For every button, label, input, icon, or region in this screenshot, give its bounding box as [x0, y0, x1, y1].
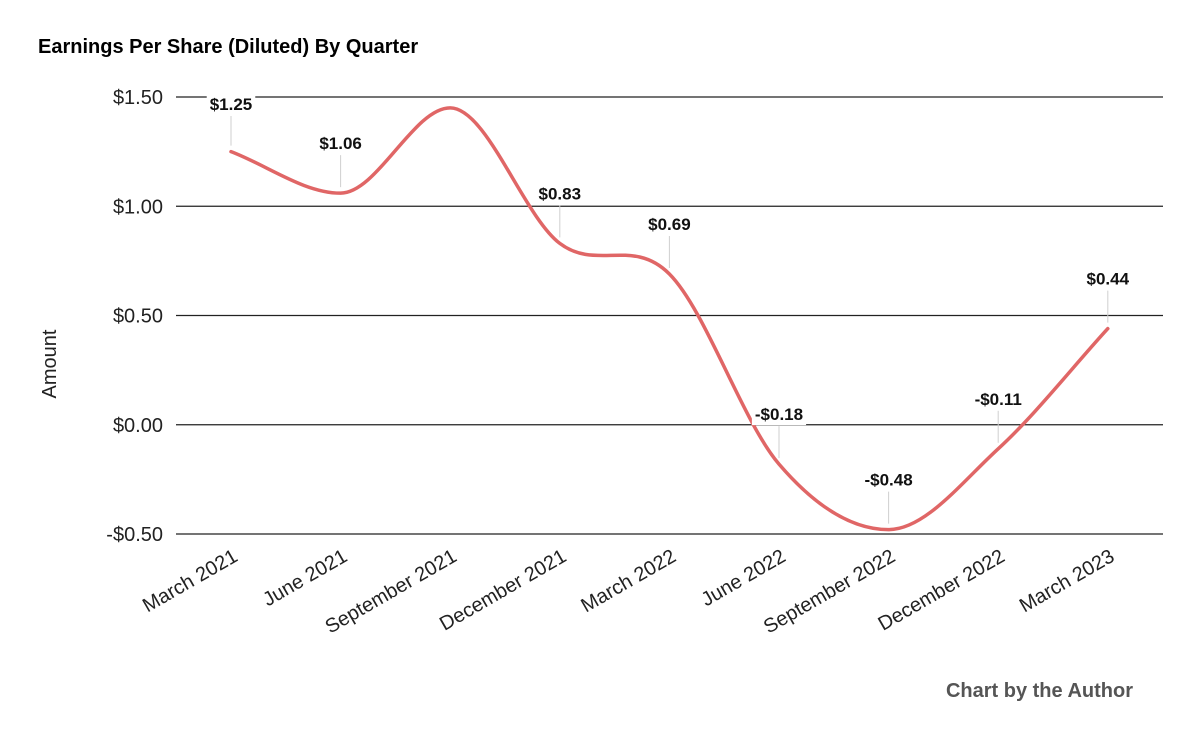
data-label: $0.69: [648, 215, 691, 234]
x-tick-label: March 2022: [577, 545, 679, 617]
y-tick-label: $1.00: [113, 196, 163, 218]
data-label-background: [316, 132, 365, 155]
data-label-background: [751, 403, 807, 426]
x-tick-label: June 2022: [698, 545, 790, 611]
data-label: $0.83: [539, 184, 582, 203]
data-label-background: [645, 212, 694, 235]
data-label-background: [971, 387, 1025, 410]
y-tick-label: $0.00: [113, 415, 163, 437]
x-tick-label: March 2023: [1016, 545, 1118, 617]
y-tick-label: $1.50: [113, 87, 163, 109]
y-tick-label: -$0.50: [106, 524, 163, 546]
data-labels: $1.25 $1.06 $0.83 $0.69 -$0.18 -$0.48 -$0.11 $0…: [206, 93, 1133, 524]
chart-title: Earnings Per Share (Diluted) By Quarter: [38, 36, 419, 58]
data-label: $1.25: [210, 95, 253, 114]
data-label-background: [535, 182, 585, 205]
data-label: -$0.11: [975, 390, 1022, 409]
data-label-background: [206, 93, 256, 115]
y-axis-title: Amount: [39, 329, 61, 398]
gridlines: [176, 96, 1163, 535]
data-label-background: [861, 468, 916, 491]
data-label: -$0.48: [864, 471, 912, 490]
data-label-background: [1083, 267, 1133, 290]
series-lines: [229, 106, 1110, 532]
chart-credit: Chart by the Author: [945, 680, 1133, 702]
y-tick-label: $0.50: [113, 306, 163, 328]
series-line: [229, 106, 1110, 532]
y-axis-ticks: $1.50 $1.00 $0.50 $0.00 -$0.50: [106, 87, 163, 546]
x-tick-label: June 2021: [259, 545, 351, 611]
data-label: $1.06: [319, 134, 362, 153]
x-tick-label: March 2021: [139, 545, 241, 617]
data-label: $0.44: [1087, 270, 1130, 289]
data-label: -$0.18: [755, 405, 803, 424]
